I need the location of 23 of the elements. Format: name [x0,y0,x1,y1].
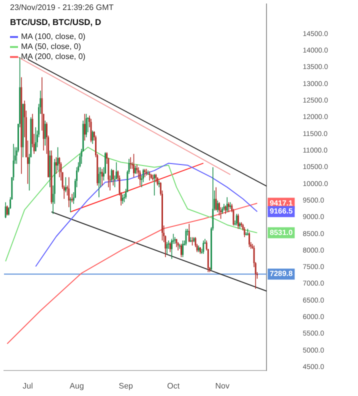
legend-label: MA (50, close, 0) [20,42,82,52]
annotation: 23/Nov/2019 - 21:39:26 GMT [10,3,114,12]
x-tick-label: Oct [167,381,180,390]
text: BTC/USD, BTC/USD, D [10,17,102,27]
candlestick [98,166,100,198]
candlestick [244,226,246,238]
x-tick-label: Aug [70,381,84,390]
candlestick [146,168,148,176]
legend-label: MA (100, close, 0) [20,32,86,42]
candlestick [90,118,92,143]
x-tick-label: Jul [22,381,34,390]
x-tick-label: Nov [215,381,230,390]
candlestick [147,170,149,176]
x-tick-label: Sep [118,381,134,390]
candlestick [70,196,72,213]
candlestick [185,228,187,246]
candlestick [215,186,217,211]
candlestick [166,242,168,254]
candlestick [79,153,81,168]
candlestick [71,193,73,203]
legend-label: MA (200, close, 0) [20,52,86,62]
candlestick [232,208,234,226]
candlestick [4,202,6,219]
